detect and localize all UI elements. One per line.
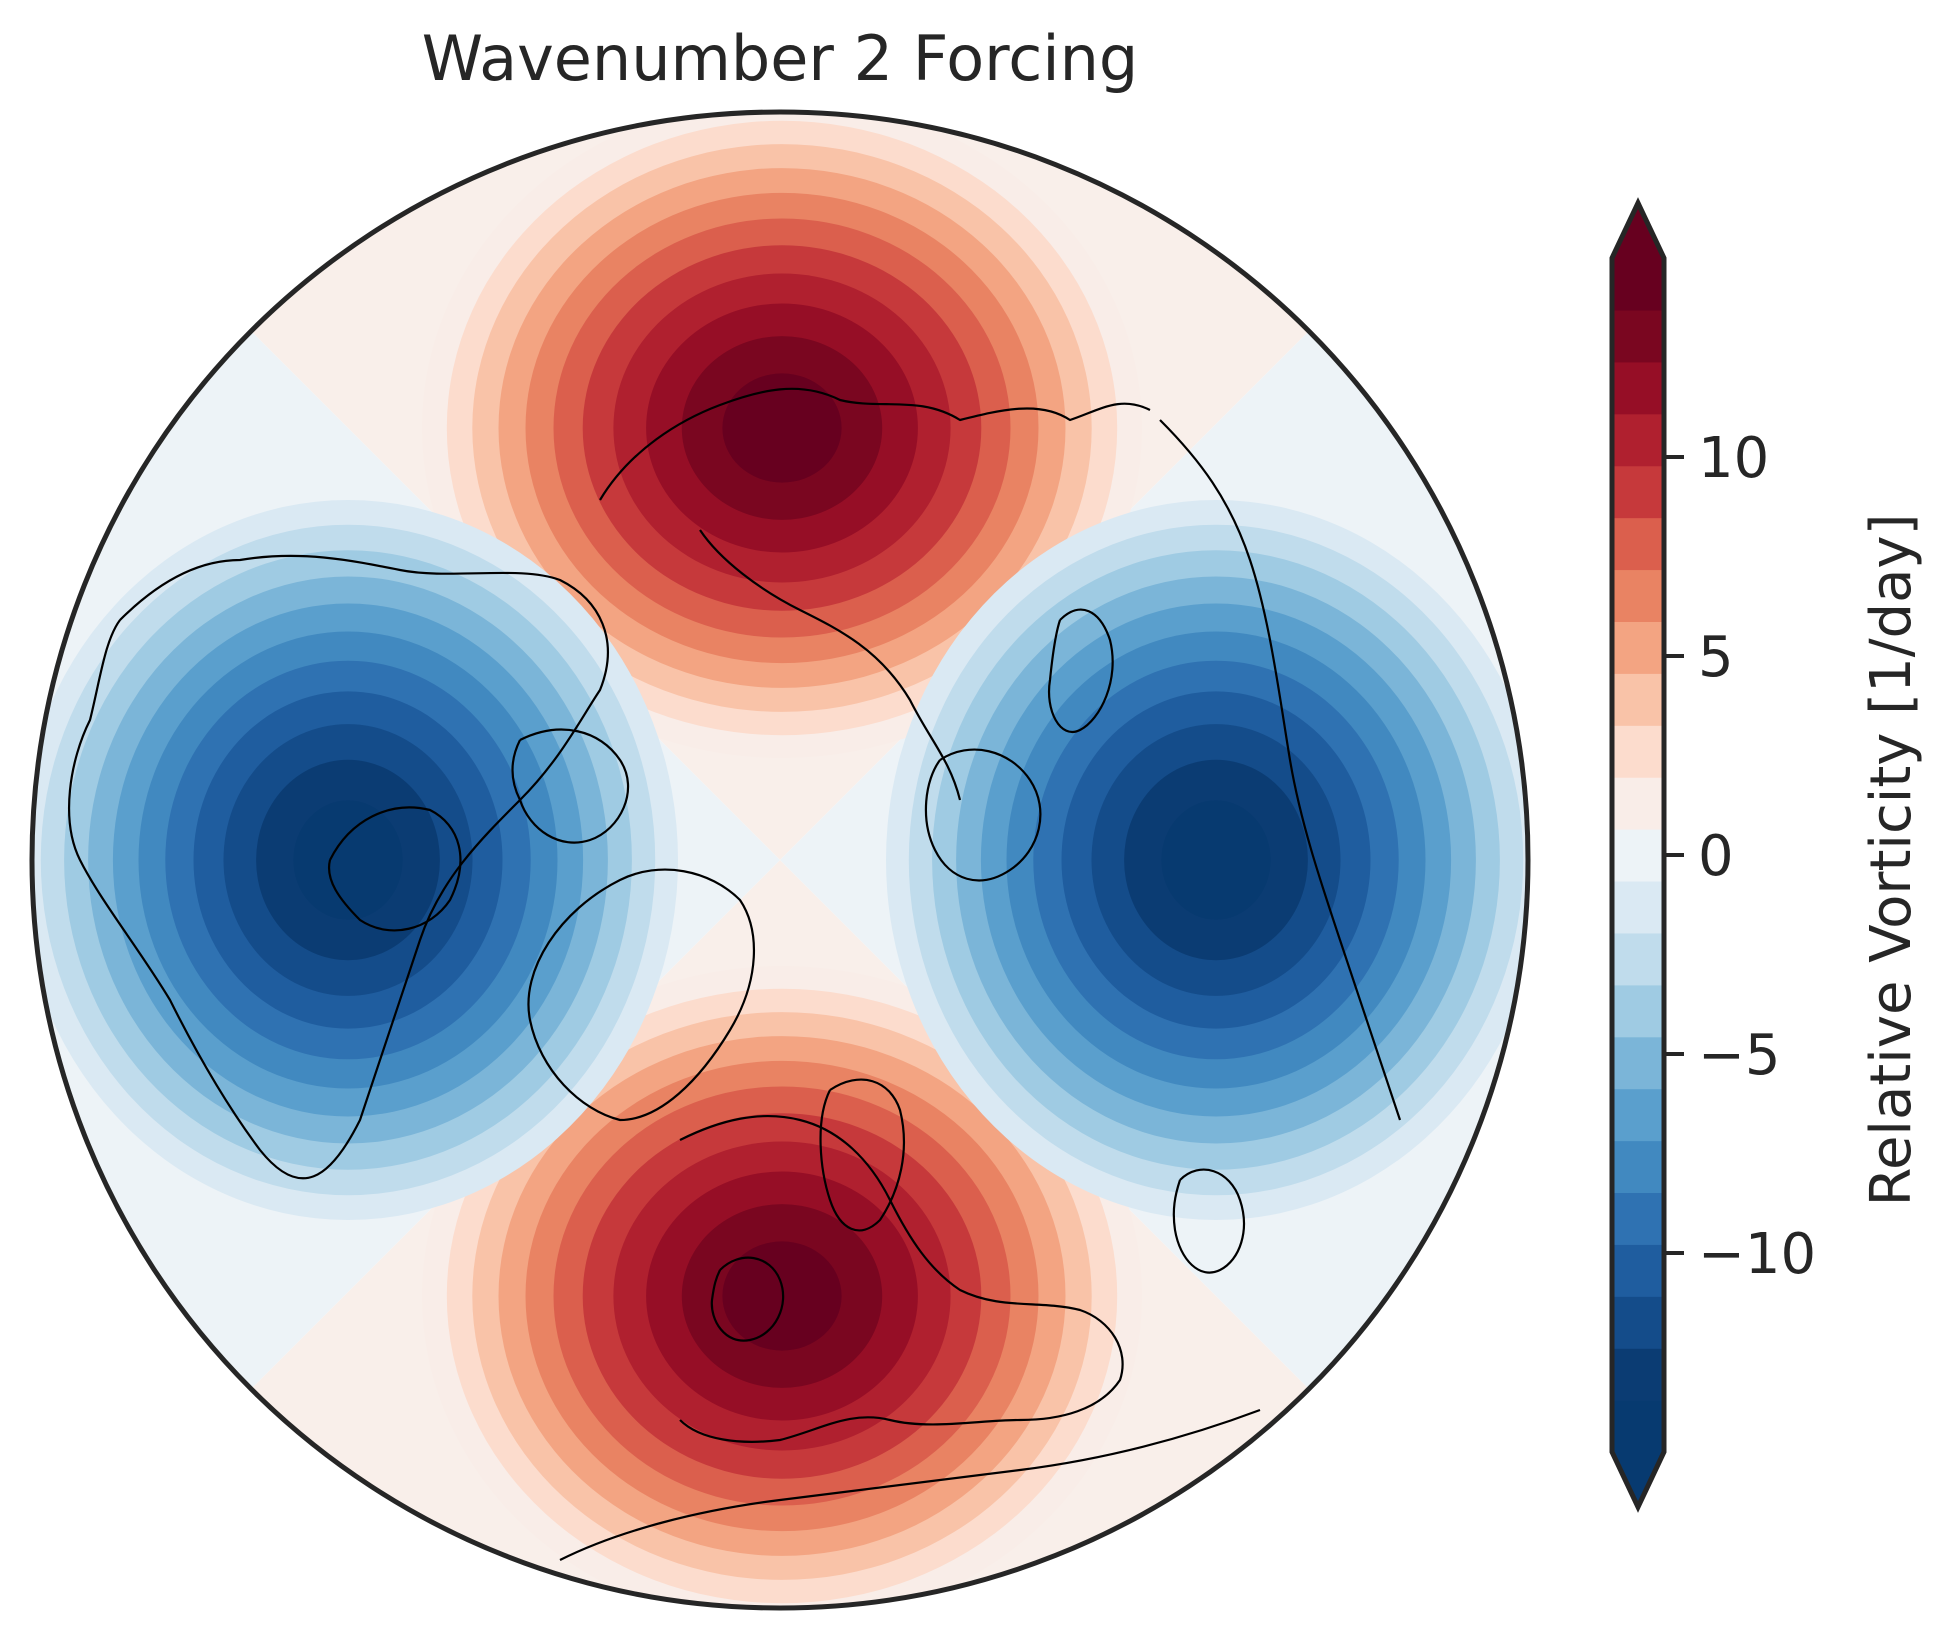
colorbar-segment [1612, 829, 1664, 882]
coast-alaska [924, 748, 1042, 882]
colorbar-segment [1612, 1192, 1664, 1245]
colorbar-segment [1612, 517, 1664, 571]
coast-japan [1172, 1168, 1245, 1274]
coastlines [67, 387, 1402, 1561]
coast-greenland [527, 868, 756, 1122]
coast-hudson-bay [327, 806, 462, 932]
colorbar-tick-label: 5 [1698, 625, 1734, 690]
colorbar: 10 5 0 −5 −10 Relative Vorticity [1/day] [1609, 197, 1924, 1513]
colorbar-segment [1612, 1296, 1664, 1349]
colorbar-segment [1612, 361, 1664, 415]
coast-siberia-inner [699, 529, 962, 801]
contour-level-11 [722, 373, 842, 483]
colorbar-segment [1612, 1244, 1664, 1297]
colorbar-segment [1612, 777, 1664, 830]
contour-level-11 [293, 800, 403, 920]
colorbar-segment [1612, 1036, 1664, 1090]
contour-level-11 [722, 1241, 842, 1351]
colorbar-segment [1612, 932, 1664, 986]
colorbar-extend-min [1612, 1452, 1664, 1507]
coast-eurasia-north [599, 387, 1151, 501]
colorbar-segment [1612, 1140, 1664, 1194]
colorbar-segment [1612, 673, 1664, 726]
coast-europe [679, 1114, 1124, 1443]
colorbar-segment [1612, 1400, 1664, 1453]
colorbar-segment [1612, 569, 1664, 622]
coast-kamchatka [1047, 608, 1114, 733]
coast-north-america [67, 554, 609, 1180]
coast-east-asia [1159, 419, 1402, 1121]
coast-arctic-islands [511, 728, 630, 844]
colorbar-segment [1612, 1088, 1664, 1142]
vorticity-center-neg-2 [32, 500, 678, 1220]
vorticity-center-pos-0 [422, 112, 1142, 758]
colorbar-segment [1612, 465, 1664, 519]
coast-scandinavia [819, 1078, 906, 1232]
contour-level-11 [1161, 800, 1271, 920]
map-boundary [29, 109, 1531, 1611]
colorbar-outline [1609, 197, 1667, 1513]
colorbar-segment [1612, 413, 1664, 467]
colorbar-segment [1612, 258, 1664, 311]
map-panel [32, 112, 1528, 1608]
colorbar-segment [1612, 984, 1664, 1038]
colorbar-tick-label: −10 [1698, 1222, 1816, 1287]
chart-title: Wavenumber 2 Forcing [422, 22, 1138, 95]
colorbar-segment [1612, 880, 1664, 934]
coast-british-isles [710, 1256, 785, 1342]
colorbar-tick-label: 10 [1698, 426, 1769, 491]
colorbar-tick-label: 0 [1698, 824, 1734, 889]
colorbar-label: Relative Vorticity [1/day] [1859, 514, 1924, 1207]
vorticity-centers [32, 112, 1528, 1608]
colorbar-segment [1612, 1348, 1664, 1401]
colorbar-ticks: 10 5 0 −5 −10 [1664, 426, 1816, 1287]
coast-north-africa [559, 1408, 1261, 1561]
colorbar-tick-label: −5 [1698, 1023, 1781, 1088]
vorticity-center-pos-1 [422, 966, 1142, 1608]
colorbar-segment [1612, 725, 1664, 778]
colorbar-segments [1612, 203, 1664, 1507]
colorbar-segment [1612, 621, 1664, 674]
vorticity-center-neg-3 [886, 500, 1528, 1220]
colorbar-extend-max [1612, 203, 1664, 258]
colorbar-segment [1612, 309, 1664, 363]
